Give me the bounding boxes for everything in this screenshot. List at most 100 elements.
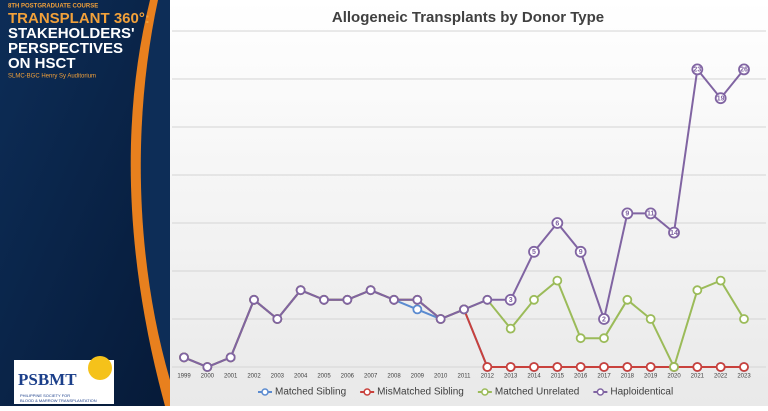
x-tick-label: 2015 (551, 374, 565, 380)
data-label: 23 (693, 67, 701, 74)
marker (599, 362, 609, 372)
legend-marker (363, 388, 371, 396)
legend-label: Haploidentical (610, 387, 673, 398)
legend-marker (481, 388, 489, 396)
x-tick-label: 2009 (411, 374, 425, 380)
legend-label: Matched Unrelated (495, 387, 580, 398)
x-tick-label: 2013 (504, 374, 518, 380)
title-line: PERSPECTIVES (8, 40, 123, 57)
marker (668, 226, 680, 239)
title-line: TRANSPLANT 360°: (8, 10, 150, 27)
marker (528, 245, 540, 258)
marker (622, 294, 633, 305)
marker (412, 304, 423, 315)
venue: SLMC-BGC Henry Sy Auditorium (8, 74, 96, 80)
x-tick-label: 2022 (714, 374, 728, 380)
data-label: 26 (740, 67, 748, 74)
x-tick-label: 2000 (201, 374, 215, 380)
marker (505, 362, 516, 372)
x-tick-label: 2001 (224, 374, 238, 380)
marker (738, 63, 750, 76)
marker (645, 314, 656, 324)
marker (599, 333, 609, 344)
marker (482, 294, 493, 305)
data-label: 14 (670, 230, 678, 237)
swoosh-inner (140, 0, 170, 380)
marker (552, 275, 563, 286)
data-label: 2 (602, 316, 606, 323)
data-label: 5 (532, 249, 536, 256)
x-tick-label: 2020 (667, 374, 681, 380)
data-label: 11 (647, 211, 655, 218)
marker (365, 285, 376, 296)
marker (598, 313, 610, 325)
marker (739, 314, 749, 324)
data-label: 3 (509, 297, 513, 304)
marker (389, 294, 399, 305)
marker (342, 294, 353, 305)
x-tick-label: 2007 (364, 374, 378, 380)
marker (179, 352, 189, 363)
marker (644, 207, 657, 220)
logo-caption: PHILIPPINE SOCIETY FOR (20, 393, 70, 398)
marker (272, 314, 283, 324)
legend-marker (261, 388, 269, 396)
title-line: STAKEHOLDERS' (8, 25, 135, 42)
marker (504, 293, 517, 306)
marker (505, 323, 516, 334)
title-line: ON HSCT (8, 55, 76, 72)
x-tick-label: 2006 (341, 374, 355, 380)
marker (574, 245, 587, 258)
marker (645, 362, 656, 372)
marker (529, 294, 539, 305)
x-tick-label: 2002 (247, 374, 261, 380)
marker (739, 362, 749, 372)
x-tick-label: 2012 (481, 374, 495, 380)
data-label: 6 (555, 220, 559, 227)
legend-label: Matched Sibling (275, 387, 346, 398)
marker (691, 63, 704, 76)
marker (319, 294, 329, 305)
marker (249, 294, 259, 305)
course: 8TH POSTGRADUATE COURSE (8, 4, 98, 10)
logo-sun (88, 356, 112, 380)
marker (551, 217, 564, 229)
chart-area (170, 0, 768, 406)
x-tick-label: 2019 (644, 374, 658, 380)
marker (575, 362, 586, 372)
x-tick-label: 2023 (737, 374, 751, 380)
legend-label: MisMatched Sibling (377, 387, 464, 398)
marker (692, 285, 703, 296)
marker (622, 362, 633, 372)
marker (295, 285, 306, 296)
marker (412, 294, 423, 305)
x-tick-label: 2008 (387, 374, 401, 380)
marker (435, 314, 446, 324)
x-tick-label: 2011 (458, 374, 472, 380)
marker (482, 362, 493, 372)
marker (202, 362, 213, 372)
x-tick-label: 2010 (434, 374, 448, 380)
logo-caption: BLOOD & MARROW TRANSPLANTATION (20, 398, 97, 403)
x-tick-label: 2018 (621, 374, 635, 380)
marker (459, 304, 469, 315)
data-label: 19 (717, 96, 725, 103)
marker (692, 362, 703, 372)
marker (715, 362, 726, 372)
marker (621, 207, 634, 220)
legend-marker (596, 388, 605, 396)
x-tick-label: 2004 (294, 374, 308, 380)
x-tick-label: 2003 (271, 374, 285, 380)
marker (575, 333, 586, 344)
marker (714, 92, 727, 105)
x-tick-label: 2016 (574, 374, 588, 380)
marker (552, 362, 563, 372)
chart-title: Allogeneic Transplants by Donor Type (332, 9, 604, 26)
marker (529, 362, 539, 372)
x-tick-label: 1999 (177, 374, 191, 380)
x-tick-label: 2005 (317, 374, 331, 380)
marker (225, 352, 236, 363)
logo: PSBMT (18, 370, 77, 389)
marker (669, 362, 679, 372)
